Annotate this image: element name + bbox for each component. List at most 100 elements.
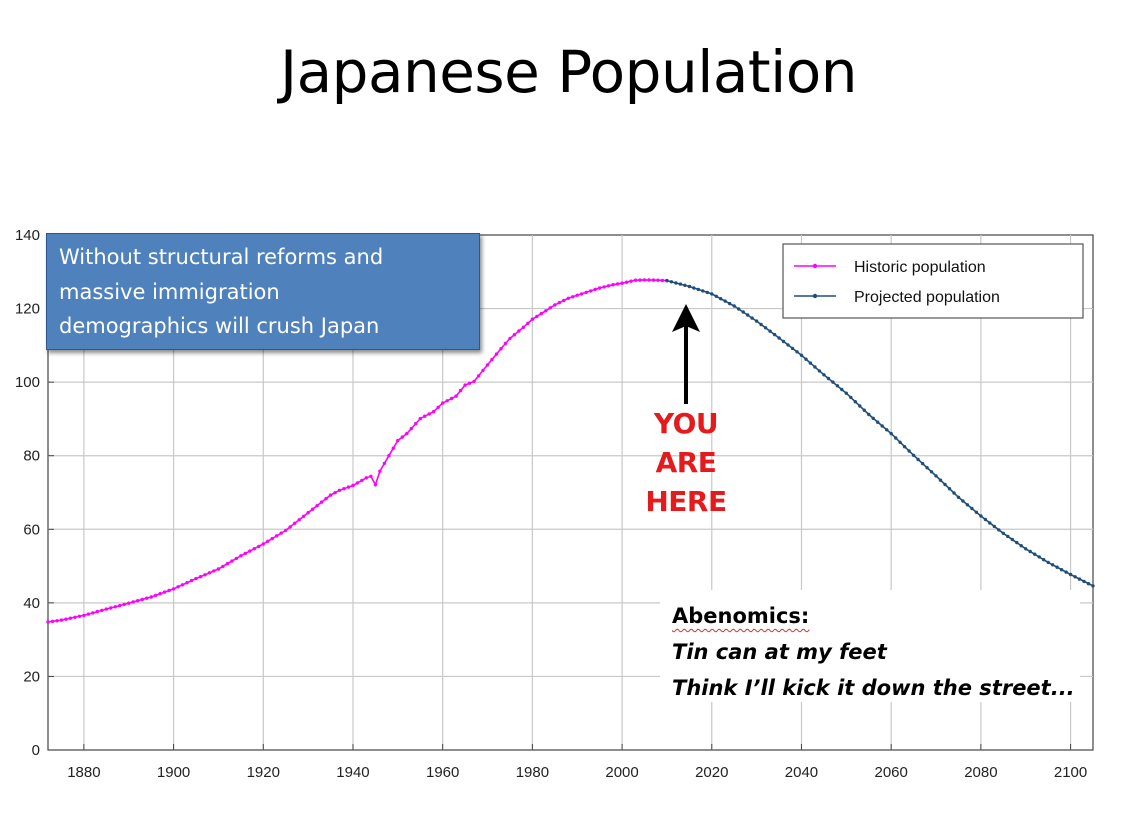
- data-point: [288, 525, 292, 529]
- data-point: [306, 511, 310, 515]
- data-point: [301, 514, 306, 518]
- x-tick-label: 1980: [516, 764, 549, 781]
- abenomics-line: Think I’ll kick it down the street...: [672, 676, 1075, 700]
- x-tick-label: 2020: [695, 764, 728, 781]
- data-point: [409, 426, 413, 431]
- data-point: [1046, 560, 1050, 565]
- data-point: [961, 499, 965, 503]
- data-point: [73, 615, 77, 619]
- data-point: [683, 283, 687, 287]
- data-point: [261, 542, 265, 546]
- data-point: [970, 506, 974, 511]
- data-point: [692, 286, 696, 290]
- slide-title: Japanese Population: [279, 38, 858, 106]
- data-point: [387, 454, 391, 458]
- reform-callout: Without structural reforms and massive i…: [46, 233, 480, 350]
- x-tick-label: 2000: [605, 764, 638, 781]
- data-point: [651, 278, 656, 282]
- data-point: [952, 491, 956, 495]
- series-historic: [46, 278, 669, 624]
- data-point: [840, 387, 844, 392]
- data-point: [629, 279, 633, 283]
- data-point: [378, 469, 382, 473]
- x-tick-label: 1920: [247, 764, 280, 781]
- data-point: [575, 293, 579, 297]
- data-point: [364, 476, 369, 480]
- y-tick-label: 0: [32, 742, 40, 759]
- data-point: [1073, 575, 1077, 579]
- y-tick-label: 140: [15, 227, 40, 244]
- x-tick-label: 2100: [1054, 764, 1087, 781]
- data-point: [508, 336, 512, 341]
- data-point: [723, 299, 727, 303]
- data-point: [530, 317, 535, 321]
- data-point: [988, 521, 992, 525]
- data-point: [342, 487, 346, 491]
- data-point: [992, 524, 996, 529]
- x-tick-label: 2040: [785, 764, 818, 781]
- data-point: [997, 528, 1001, 532]
- data-point: [153, 593, 158, 598]
- data-point: [1015, 540, 1019, 545]
- tick-labels: 1880 1900 1920 1940 1960 1980 2000 2020 2040 2060…: [15, 227, 1087, 781]
- data-point: [611, 283, 615, 287]
- data-point: [916, 457, 920, 462]
- legend-label-historic: Historic population: [854, 259, 986, 276]
- series-projected: [665, 278, 1095, 588]
- data-point: [898, 440, 902, 444]
- data-point: [1059, 568, 1064, 572]
- data-point: [701, 289, 705, 293]
- data-point: [642, 278, 647, 282]
- data-point: [427, 412, 431, 416]
- data-point: [759, 322, 763, 327]
- data-point: [947, 487, 952, 491]
- y-tick-label: 40: [23, 595, 40, 612]
- data-point: [822, 373, 826, 377]
- data-point: [804, 357, 808, 361]
- data-point: [414, 421, 418, 426]
- data-point: [145, 596, 149, 600]
- data-point: [606, 284, 611, 288]
- data-point: [91, 611, 95, 615]
- data-point: [180, 583, 185, 587]
- data-point: [1077, 577, 1082, 581]
- data-point: [458, 388, 463, 393]
- data-point: [741, 310, 745, 314]
- data-point: [535, 314, 539, 319]
- data-point: [252, 547, 256, 551]
- y-tick-label: 20: [23, 668, 40, 685]
- data-point: [243, 551, 247, 556]
- data-point: [346, 485, 351, 489]
- data-point: [476, 374, 481, 378]
- data-point: [544, 309, 548, 313]
- data-point: [925, 466, 929, 470]
- data-point: [203, 573, 207, 577]
- abenomics-textbox: Abenomics: Tin can at my feet Think I’ll…: [660, 590, 1080, 702]
- data-point: [122, 602, 126, 607]
- data-point: [337, 488, 342, 492]
- data-point: [315, 504, 319, 508]
- data-point: [867, 412, 871, 417]
- abenomics-heading: Abenomics:: [672, 604, 810, 628]
- data-point: [82, 613, 86, 618]
- y-tick-label: 80: [23, 448, 40, 465]
- data-point: [772, 332, 777, 337]
- data-point: [737, 307, 741, 311]
- data-point: [754, 319, 759, 323]
- data-point: [593, 287, 597, 292]
- data-point: [64, 617, 68, 621]
- data-point: [786, 343, 790, 347]
- data-point: [230, 559, 234, 563]
- data-point: [526, 321, 530, 325]
- data-point: [580, 292, 584, 296]
- data-point: [835, 384, 840, 388]
- series-line: [47, 279, 667, 623]
- data-point: [902, 445, 907, 449]
- data-point: [808, 361, 813, 365]
- data-point: [216, 567, 221, 571]
- data-point: [127, 601, 131, 605]
- data-point: [481, 368, 485, 373]
- data-point: [266, 539, 270, 543]
- callout-line: Without structural reforms and: [59, 245, 384, 269]
- data-point: [885, 428, 889, 432]
